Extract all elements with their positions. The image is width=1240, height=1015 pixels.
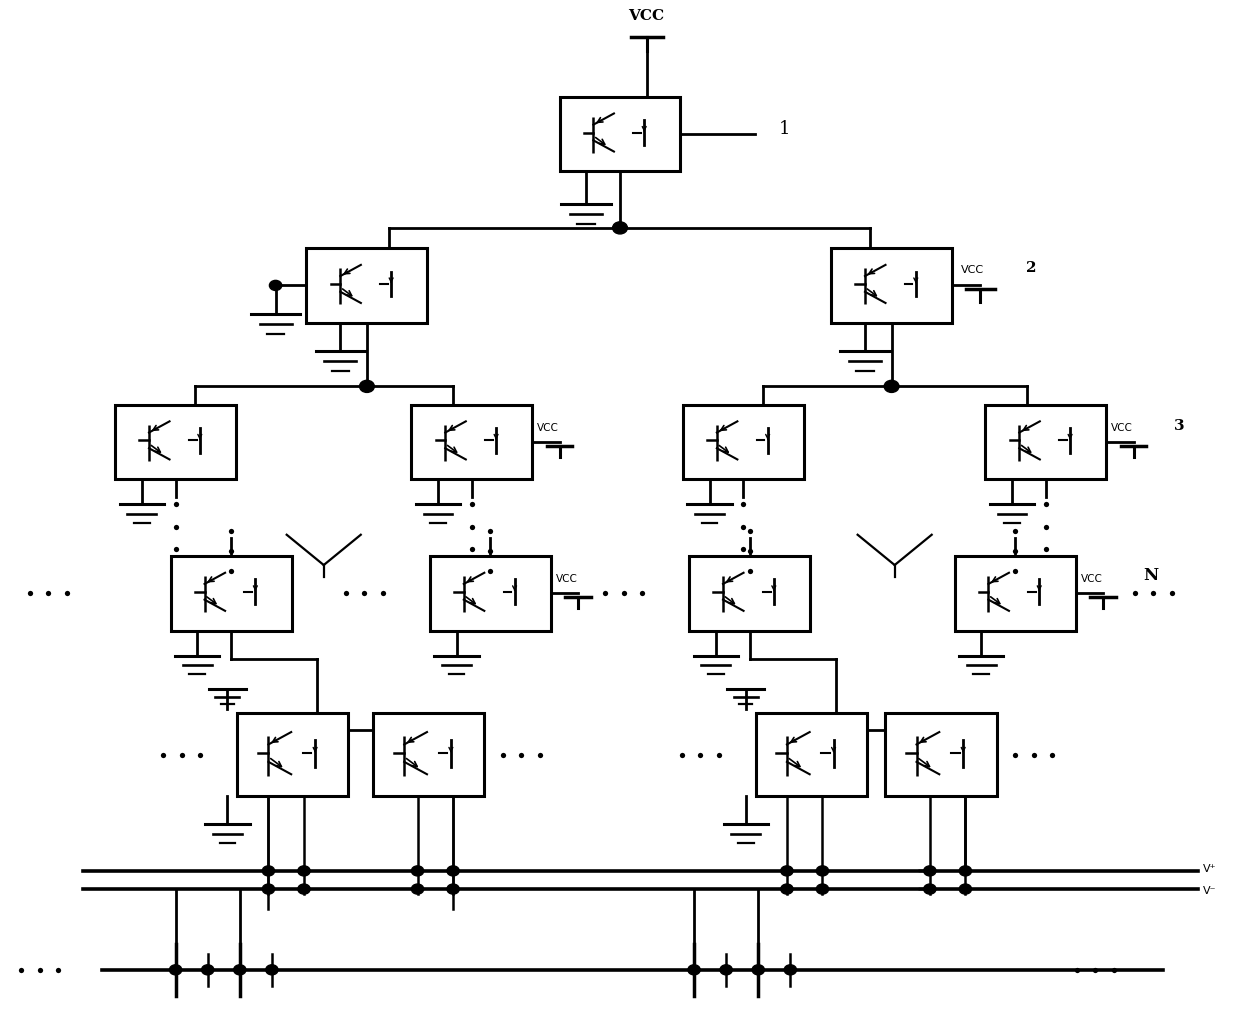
Circle shape — [924, 884, 936, 894]
Circle shape — [298, 884, 310, 894]
Bar — [756, 714, 867, 796]
Circle shape — [233, 965, 246, 974]
Bar — [986, 405, 1106, 479]
Circle shape — [265, 965, 278, 974]
Circle shape — [924, 866, 936, 876]
Circle shape — [720, 965, 733, 974]
Circle shape — [202, 965, 213, 974]
Circle shape — [781, 884, 794, 894]
Text: VCC: VCC — [629, 9, 665, 23]
Circle shape — [753, 965, 764, 974]
Bar — [955, 556, 1075, 630]
Circle shape — [446, 884, 459, 894]
Circle shape — [269, 280, 281, 290]
Circle shape — [170, 965, 182, 974]
Bar — [683, 405, 804, 479]
Bar — [430, 556, 551, 630]
Text: V⁻: V⁻ — [1203, 886, 1216, 896]
Circle shape — [688, 965, 701, 974]
Circle shape — [960, 884, 972, 894]
Circle shape — [613, 222, 627, 233]
Text: 2: 2 — [1027, 261, 1037, 275]
Circle shape — [816, 866, 828, 876]
Circle shape — [781, 866, 794, 876]
Bar — [885, 714, 997, 796]
Circle shape — [360, 381, 374, 393]
Text: VCC: VCC — [1080, 574, 1102, 585]
Circle shape — [262, 884, 274, 894]
Circle shape — [784, 965, 796, 974]
Circle shape — [298, 866, 310, 876]
Text: 3: 3 — [1174, 419, 1185, 432]
Bar — [412, 405, 532, 479]
Circle shape — [412, 866, 424, 876]
Bar — [689, 556, 810, 630]
Circle shape — [446, 866, 459, 876]
Bar — [373, 714, 484, 796]
Bar — [831, 248, 952, 323]
Text: VCC: VCC — [556, 574, 578, 585]
Circle shape — [262, 866, 274, 876]
Circle shape — [960, 866, 972, 876]
Text: 1: 1 — [779, 120, 791, 138]
Text: VCC: VCC — [961, 265, 983, 275]
Bar — [306, 248, 428, 323]
Bar — [559, 96, 681, 172]
Text: V⁺: V⁺ — [1203, 864, 1216, 874]
Text: N: N — [1143, 567, 1158, 585]
Text: VCC: VCC — [1111, 423, 1133, 432]
Bar — [115, 405, 236, 479]
Text: VCC: VCC — [537, 423, 559, 432]
Circle shape — [412, 884, 424, 894]
Bar — [237, 714, 348, 796]
Bar — [171, 556, 291, 630]
Circle shape — [884, 381, 899, 393]
Circle shape — [816, 884, 828, 894]
